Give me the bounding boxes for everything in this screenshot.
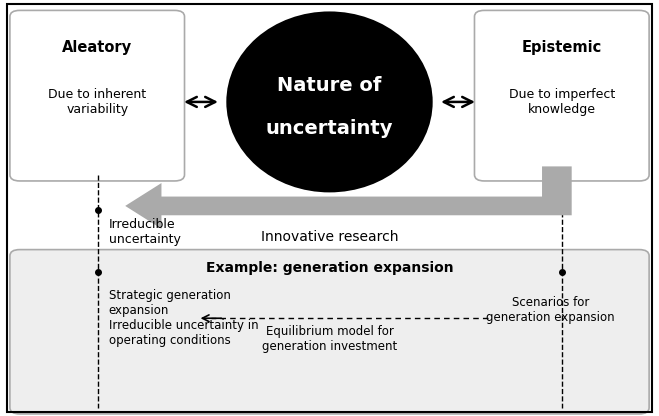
Text: Due to inherent
variability: Due to inherent variability	[48, 88, 146, 116]
Text: Nature of: Nature of	[277, 76, 382, 95]
Text: Equilibrium model for
generation investment: Equilibrium model for generation investm…	[262, 325, 397, 353]
Text: Epistemic: Epistemic	[522, 40, 602, 55]
Ellipse shape	[227, 12, 432, 191]
FancyBboxPatch shape	[10, 10, 185, 181]
Text: Example: generation expansion: Example: generation expansion	[206, 261, 453, 275]
FancyBboxPatch shape	[10, 250, 649, 414]
FancyBboxPatch shape	[474, 10, 649, 181]
Text: Strategic generation
expansion
Irreducible uncertainty in
operating conditions: Strategic generation expansion Irreducib…	[109, 289, 258, 347]
Text: Innovative research: Innovative research	[261, 230, 398, 244]
Text: Due to imperfect
knowledge: Due to imperfect knowledge	[509, 88, 615, 116]
Text: Irreducible
uncertainty: Irreducible uncertainty	[109, 218, 181, 246]
Polygon shape	[125, 166, 572, 229]
Text: Aleatory: Aleatory	[62, 40, 132, 55]
Text: uncertainty: uncertainty	[266, 119, 393, 139]
Text: Scenarios for
generation expansion: Scenarios for generation expansion	[486, 296, 615, 324]
